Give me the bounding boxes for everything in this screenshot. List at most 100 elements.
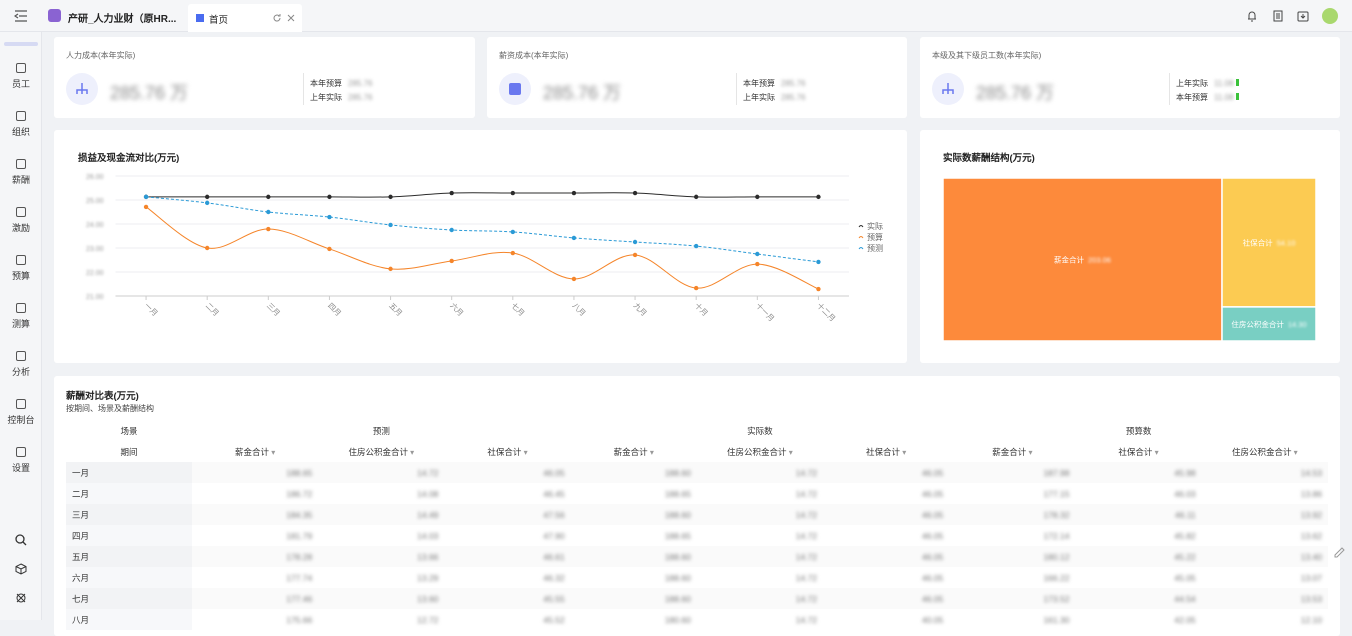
data-point (327, 194, 332, 200)
column-header[interactable]: 住房公积金合计 (1202, 441, 1328, 462)
table-title: 薪酬对比表(万元) (66, 391, 139, 402)
cell-value: 13.29 (417, 572, 439, 583)
sidebar-item[interactable]: 控制台 (0, 398, 42, 426)
cell: 13.86 (1202, 483, 1328, 504)
table-row: 三月 184.35 14.49 47.56 188.60 14.72 46.05 178.32… (66, 504, 1328, 525)
column-header[interactable]: 薪金合计 (949, 441, 1075, 462)
treemap-cell (1221, 177, 1317, 308)
sidebar-label: 员工 (11, 79, 30, 89)
cell-value: 14.72 (417, 467, 439, 478)
cell-value: 188.65 (286, 467, 313, 478)
column-header[interactable]: 社保合计 (444, 441, 570, 462)
box-icon[interactable] (15, 563, 27, 575)
sidebar-item[interactable]: 分析 (0, 350, 42, 378)
close-icon[interactable] (286, 13, 296, 23)
series-line (145, 206, 819, 290)
refresh-icon[interactable] (272, 13, 282, 23)
cell-value: 177.74 (286, 572, 313, 583)
cell: 45.98 (1075, 462, 1202, 483)
sidebar-item[interactable]: 设置 (0, 446, 42, 474)
sidebar-item[interactable]: 薪酬 (0, 158, 42, 186)
sidebar-item[interactable]: 员工 (0, 62, 42, 90)
cell-value: 188.60 (664, 509, 691, 520)
cell-value: 47.90 (543, 530, 565, 541)
data-point (204, 194, 210, 200)
column-header[interactable]: 社保合计 (1075, 441, 1201, 462)
cell: 46.45 (444, 483, 570, 504)
cell: 46.05 (823, 462, 950, 483)
cell: 46.61 (444, 546, 571, 567)
kpi-item-value: 285.76 (781, 93, 806, 102)
column-header[interactable]: 住房公积金合计 (697, 441, 823, 462)
search-icon[interactable] (15, 534, 27, 546)
icon-shape (16, 351, 26, 361)
data-point (266, 194, 271, 200)
cell-value: 45.05 (1174, 572, 1196, 583)
cell-value: 46.45 (543, 488, 565, 499)
column-header: 期间 (120, 446, 138, 457)
x-tick-label: 三月 (265, 301, 282, 318)
table-row: 一月 188.65 14.72 46.05 188.60 14.72 46.05 187.98… (66, 462, 1328, 483)
download-icon[interactable] (1297, 10, 1309, 22)
cell-value: 46.05 (921, 593, 944, 604)
group-header: 预算数 (1125, 425, 1152, 436)
chart-card: 实际数薪酬结构(万元) 薪金合计 203.06 社保合计 54.10 住房公积金合计 14.… (920, 130, 1340, 363)
cell: 45.82 (1075, 525, 1201, 546)
cell-value: 45.22 (1174, 551, 1196, 562)
treemap-name: 社保合计 (1243, 237, 1273, 247)
cell-value: 46.61 (543, 551, 565, 562)
sidebar-item[interactable]: 激励 (0, 206, 42, 234)
legend-label: 预算 (867, 232, 883, 242)
data-point (755, 261, 760, 267)
cell: 14.72 (696, 504, 824, 525)
cell-value: 173.52 (1043, 593, 1070, 604)
bell-icon[interactable] (1246, 10, 1258, 22)
sidebar-item[interactable]: 组织 (0, 110, 42, 138)
sidebar-item[interactable]: 预算 (0, 254, 42, 282)
data-point (816, 259, 821, 265)
cell: 47.90 (444, 525, 570, 546)
cell-value: 13.62 (1300, 530, 1322, 541)
icon-shape (16, 447, 26, 457)
cell: 188.60 (570, 588, 697, 609)
sidebar-icon (16, 63, 26, 73)
cell-value: 14.72 (795, 551, 818, 562)
cell-value: 188.65 (664, 488, 691, 499)
table-row: 四月 181.79 14.03 47.90 188.65 14.72 46.05 172.14… (66, 525, 1328, 546)
sidebar-item[interactable]: 测算 (0, 302, 42, 330)
home-tab-icon (196, 14, 204, 22)
kpi-item: 本年预算 285.76 (743, 78, 805, 89)
kpi-glyph (509, 83, 521, 95)
cell-value: 181.79 (286, 530, 313, 541)
sidebar-label: 预算 (11, 271, 30, 281)
cell: 46.05 (444, 462, 571, 483)
app-icon (48, 9, 61, 22)
app-tab[interactable]: 产研_人力业财（原HR... (68, 14, 177, 25)
column-header[interactable]: 薪金合计 (192, 441, 318, 462)
x-tick-label: 九月 (632, 301, 649, 318)
table-card: 薪酬对比表(万元) 按期间、场景及薪酬结构 场景预测实际数预算数期间薪金合计住房… (54, 376, 1340, 636)
cell-value: 47.56 (543, 509, 565, 520)
collapse-icon[interactable] (14, 10, 28, 22)
cell: 14.72 (697, 483, 823, 504)
treemap-label: 住房公积金合计 14.30 (1231, 319, 1306, 329)
doc-icon[interactable] (1272, 10, 1284, 22)
cell-value: 14.72 (795, 509, 818, 520)
column-header[interactable]: 薪金合计 (571, 441, 697, 462)
cell-value: 44.54 (1174, 593, 1196, 604)
cell-value: 13.66 (417, 551, 439, 562)
cell-value: 46.32 (543, 572, 565, 583)
table-row: 六月 177.74 13.29 46.32 188.60 14.72 46.05 166.22… (66, 567, 1328, 588)
header-row: 期间薪金合计住房公积金合计社保合计薪金合计住房公积金合计社保合计薪金合计社保合计… (66, 441, 1328, 462)
data-point (816, 194, 821, 200)
column-header[interactable]: 住房公积金合计 (318, 441, 444, 462)
column-header[interactable]: 社保合计 (823, 441, 949, 462)
x-tick-label: 十月 (693, 300, 711, 318)
home-tab[interactable]: 首页 (188, 4, 302, 32)
apps-icon[interactable] (15, 592, 27, 604)
avatar[interactable] (1322, 8, 1338, 24)
cell: 177.46 (192, 588, 319, 609)
cell-value: 14.72 (795, 488, 818, 499)
group-header: 实际数 (747, 425, 773, 436)
edit-float-icon[interactable] (1332, 543, 1348, 559)
